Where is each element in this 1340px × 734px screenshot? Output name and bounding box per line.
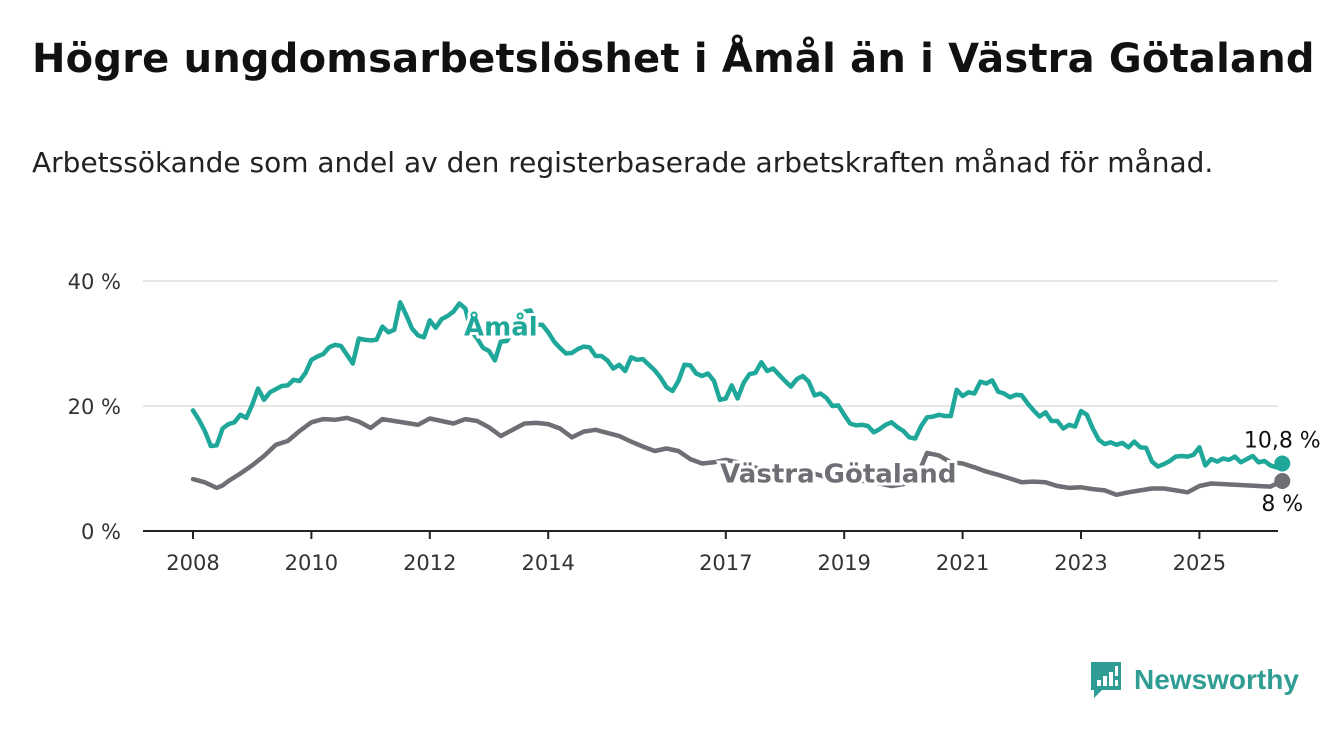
x-tick-label: 2008 — [166, 551, 219, 575]
series-label: Västra Götaland — [720, 459, 956, 489]
series-end-point — [1274, 473, 1291, 489]
chart-subtitle: Arbetssökande som andel av den registerb… — [32, 146, 1214, 179]
line-chart: 0 % 20 % 40 % 2008 2010 2012 2014 2017 2019 2021… — [67, 270, 1323, 575]
x-tick-label: 2025 — [1173, 551, 1226, 575]
chart-title: Högre ungdomsarbetslöshet i Åmål än i Vä… — [32, 36, 1315, 82]
x-tick-label: 2023 — [1054, 551, 1107, 575]
series-lines — [190, 300, 1291, 498]
x-tick-label: 2019 — [817, 551, 870, 575]
newsworthy-logo-icon — [1091, 662, 1121, 698]
x-tick-label: 2021 — [936, 551, 989, 575]
series-label: Åmål — [464, 310, 538, 342]
x-tick-label: 2012 — [403, 551, 456, 575]
series-line — [190, 300, 1285, 470]
y-tick-label: 0 % — [81, 520, 121, 544]
x-axis-ticks: 2008 2010 2012 2014 2017 2019 2021 2023 2025 — [166, 531, 1226, 575]
x-tick-label: 2014 — [521, 551, 574, 575]
x-tick-label: 2017 — [699, 551, 752, 575]
series-end-point — [1274, 455, 1291, 472]
brand: Newsworthy — [1088, 660, 1299, 700]
gridlines — [143, 280, 1278, 532]
brand-name: Newsworthy — [1134, 664, 1299, 695]
x-tick-label: 2010 — [285, 551, 338, 575]
series-line — [190, 415, 1285, 498]
series-end-label: 10,8 % — [1244, 429, 1321, 454]
y-axis-ticks: 0 % 20 % 40 % — [68, 270, 121, 544]
y-tick-label: 40 % — [68, 270, 121, 294]
series-end-label: 8 % — [1261, 492, 1303, 517]
series-labels: Åmål 10,8 % Västra Götaland 8 % — [461, 307, 1323, 519]
y-tick-label: 20 % — [68, 395, 121, 419]
